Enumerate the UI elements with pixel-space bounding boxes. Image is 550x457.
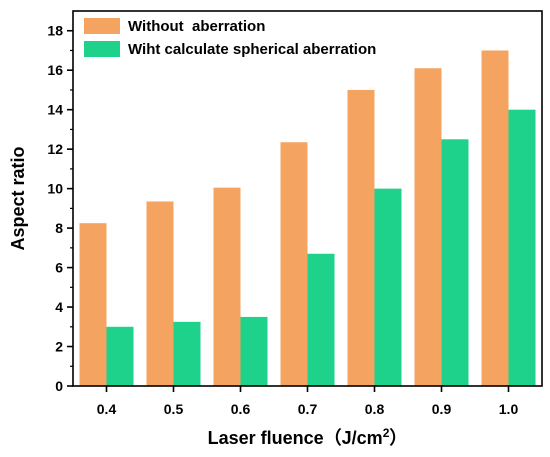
x-ticks: 0.4 0.5 0.6 0.7 0.8 0.9 1.0: [97, 386, 519, 417]
y-tick-label: 4: [55, 299, 63, 315]
legend-label-without-aberration: Without aberration: [128, 18, 265, 35]
y-tick-label: 8: [55, 220, 63, 236]
x-axis-title-main: Laser fluence（J/cm: [208, 428, 383, 448]
x-tick-label: 0.6: [231, 401, 251, 417]
bar-spherical-aberration-0.4: [106, 326, 134, 386]
y-tick-label: 6: [55, 260, 63, 276]
x-axis-title: Laser fluence（J/cm2）: [208, 426, 408, 448]
y-axis-title: Aspect ratio: [8, 146, 28, 250]
bar-spherical-aberration-0.9: [441, 139, 469, 386]
y-tick-label: 12: [47, 141, 63, 157]
bar-spherical-aberration-0.6: [240, 316, 268, 386]
y-tick-label: 10: [47, 181, 63, 197]
x-tick-label: 0.4: [97, 401, 117, 417]
bar-without-aberration-0.4: [79, 223, 107, 386]
bar-without-aberration-0.6: [213, 187, 241, 386]
y-tick-label: 14: [47, 102, 63, 118]
x-axis-title-superscript: 2: [383, 426, 390, 440]
x-axis-title-close: ）: [389, 428, 407, 448]
x-tick-label: 0.9: [432, 401, 452, 417]
legend-swatch-without-aberration: [84, 18, 120, 34]
bar-spherical-aberration-1.0: [508, 109, 536, 387]
bar-spherical-aberration-0.8: [374, 188, 402, 386]
legend-swatch-spherical-aberration: [84, 41, 120, 57]
y-tick-label: 2: [55, 339, 63, 355]
y-tick-label: 0: [55, 378, 63, 394]
bar-spherical-aberration-0.5: [173, 321, 201, 386]
bar-without-aberration-0.9: [414, 68, 442, 386]
bar-spherical-aberration-0.7: [307, 253, 335, 386]
legend-label-spherical-aberration: Wiht calculate spherical aberration: [128, 41, 376, 58]
bars-group: [79, 50, 536, 387]
bar-without-aberration-0.8: [347, 89, 375, 387]
x-tick-label: 0.5: [164, 401, 184, 417]
y-ticks: 0 2 4 6 8 10 12 14 16 18: [47, 23, 73, 394]
bar-without-aberration-0.7: [280, 142, 308, 386]
y-tick-label: 18: [47, 23, 63, 39]
bar-without-aberration-0.5: [146, 201, 174, 386]
x-tick-label: 0.7: [298, 401, 318, 417]
x-tick-label: 0.8: [365, 401, 385, 417]
y-tick-label: 16: [47, 62, 63, 78]
bar-without-aberration-1.0: [481, 50, 509, 386]
legend: Without aberration Wiht calculate spheri…: [84, 18, 376, 58]
x-tick-label: 1.0: [499, 401, 519, 417]
